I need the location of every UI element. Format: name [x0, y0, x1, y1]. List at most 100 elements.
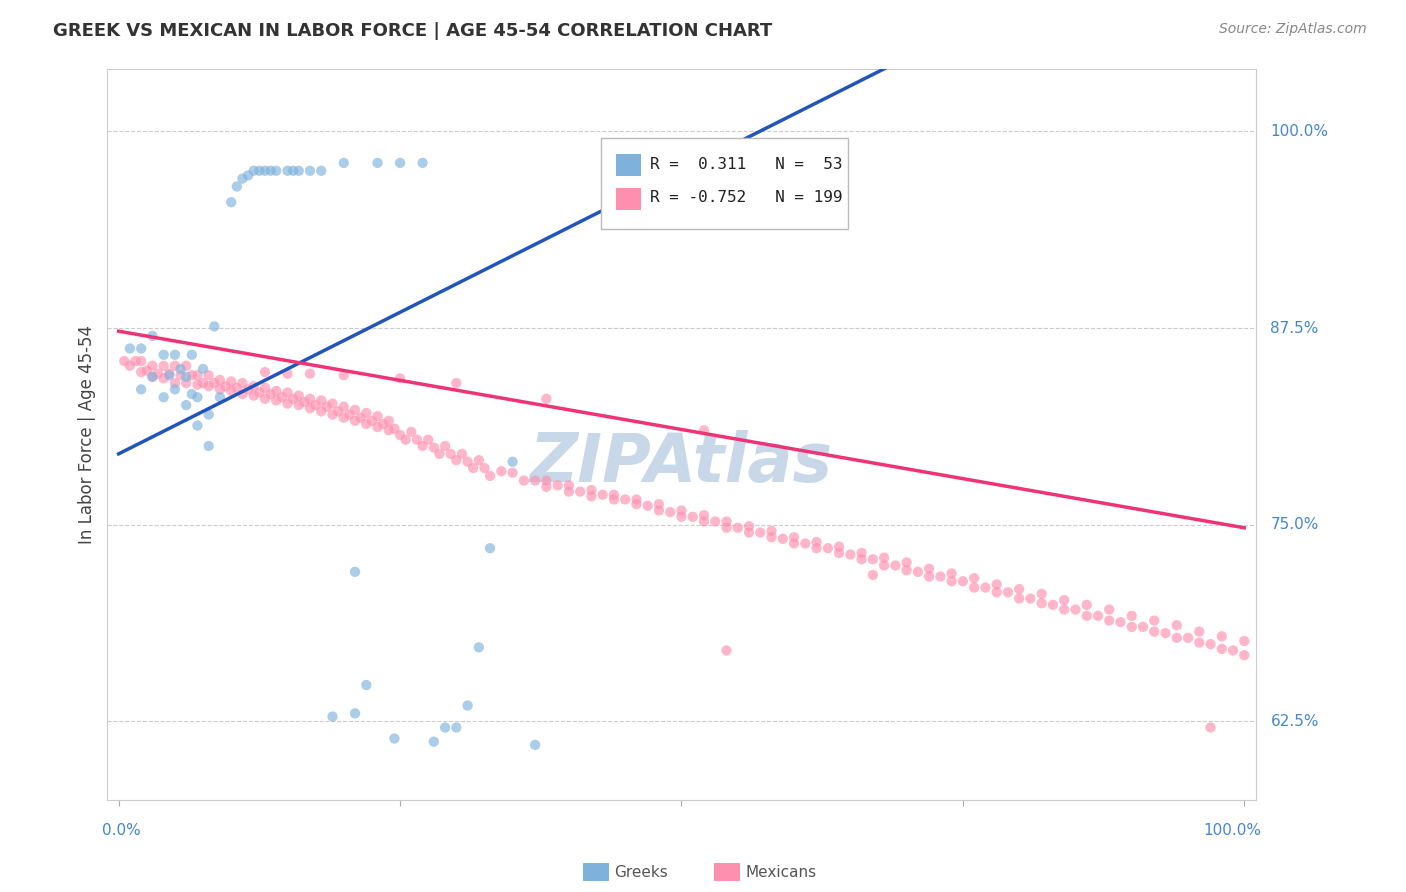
- Text: 87.5%: 87.5%: [1271, 320, 1319, 335]
- Point: [191, 376, 214, 390]
- Point: [423, 734, 446, 748]
- Point: [163, 359, 186, 373]
- Point: [502, 455, 524, 469]
- Point: [738, 519, 761, 533]
- Point: [406, 433, 429, 447]
- Point: [219, 384, 242, 398]
- Point: [328, 404, 350, 418]
- Point: [152, 371, 174, 385]
- Text: Greeks: Greeks: [614, 865, 668, 880]
- Point: [468, 640, 491, 655]
- Point: [135, 363, 157, 377]
- Point: [648, 497, 671, 511]
- Point: [1143, 614, 1166, 628]
- Point: [1166, 618, 1188, 632]
- Point: [1031, 587, 1053, 601]
- Point: [1199, 637, 1222, 651]
- Point: [817, 541, 839, 556]
- Point: [783, 530, 806, 544]
- Point: [389, 371, 412, 385]
- Point: [896, 563, 918, 577]
- Point: [253, 163, 276, 178]
- Point: [423, 441, 446, 455]
- Point: [558, 484, 581, 499]
- Text: Mexicans: Mexicans: [745, 865, 817, 880]
- Point: [1233, 634, 1256, 648]
- Point: [440, 447, 463, 461]
- Point: [129, 365, 152, 379]
- Point: [169, 362, 191, 376]
- Point: [373, 417, 395, 431]
- Point: [749, 525, 772, 540]
- Point: [1042, 598, 1064, 612]
- Point: [851, 546, 873, 560]
- Point: [693, 423, 716, 437]
- Point: [129, 342, 152, 356]
- Point: [253, 392, 276, 406]
- Point: [716, 521, 738, 535]
- Point: [350, 410, 373, 425]
- Point: [174, 359, 197, 373]
- Point: [581, 483, 603, 497]
- Point: [873, 550, 896, 565]
- Point: [219, 195, 242, 210]
- Point: [197, 368, 219, 383]
- Point: [231, 376, 253, 390]
- Point: [152, 348, 174, 362]
- Point: [174, 376, 197, 390]
- Point: [242, 389, 264, 403]
- Point: [1121, 608, 1143, 623]
- Point: [146, 367, 169, 381]
- Point: [851, 552, 873, 566]
- Point: [219, 375, 242, 389]
- Point: [157, 368, 180, 383]
- Point: [569, 484, 592, 499]
- Point: [907, 565, 929, 579]
- Bar: [616, 187, 641, 210]
- Point: [152, 390, 174, 404]
- Point: [389, 156, 412, 170]
- Point: [1233, 648, 1256, 663]
- Point: [783, 536, 806, 550]
- Point: [592, 488, 614, 502]
- Point: [693, 515, 716, 529]
- Point: [1211, 641, 1233, 656]
- Point: [479, 541, 502, 556]
- Point: [682, 509, 704, 524]
- Point: [1143, 624, 1166, 639]
- Point: [929, 569, 952, 583]
- Point: [287, 389, 309, 403]
- Point: [163, 383, 186, 397]
- Text: R =  0.311   N =  53: R = 0.311 N = 53: [651, 157, 844, 172]
- Text: Source: ZipAtlas.com: Source: ZipAtlas.com: [1219, 22, 1367, 37]
- Point: [298, 367, 321, 381]
- Point: [378, 414, 401, 428]
- Point: [1019, 591, 1042, 606]
- Point: [309, 393, 332, 408]
- Bar: [616, 154, 641, 176]
- Point: [693, 508, 716, 523]
- Point: [536, 392, 558, 406]
- Point: [873, 558, 896, 573]
- Point: [716, 643, 738, 657]
- Point: [963, 571, 986, 585]
- Point: [112, 354, 135, 368]
- Point: [253, 381, 276, 395]
- Point: [671, 509, 693, 524]
- Point: [141, 359, 163, 373]
- Point: [169, 368, 191, 383]
- Text: 100.0%: 100.0%: [1204, 823, 1261, 838]
- Point: [214, 379, 236, 393]
- Point: [315, 400, 337, 414]
- Point: [152, 359, 174, 373]
- Point: [191, 362, 214, 376]
- Point: [298, 401, 321, 416]
- Point: [1053, 602, 1076, 616]
- Point: [1098, 602, 1121, 616]
- Point: [197, 379, 219, 393]
- Point: [202, 319, 225, 334]
- Point: [918, 562, 941, 576]
- Point: [281, 392, 304, 406]
- Point: [474, 461, 496, 475]
- Point: [603, 492, 626, 507]
